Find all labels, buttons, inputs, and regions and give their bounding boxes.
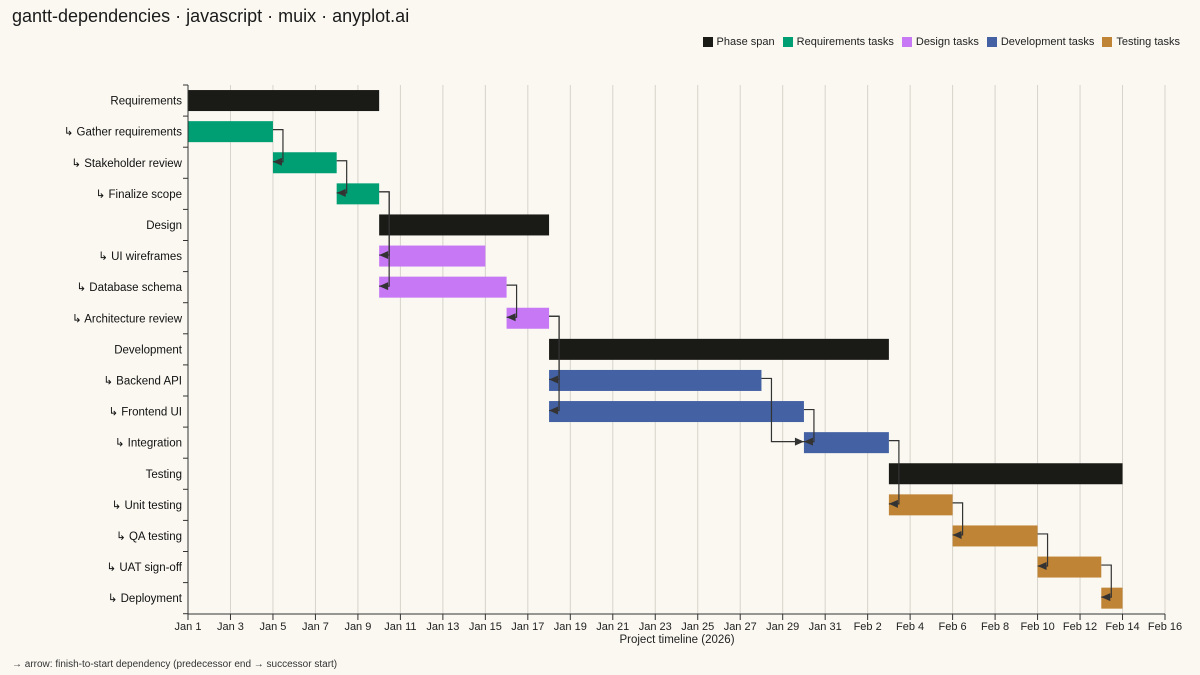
dependency-arrowhead <box>1037 562 1047 571</box>
task-bar <box>379 276 507 298</box>
legend-label: Testing tasks <box>1116 36 1180 48</box>
task-bar <box>1101 587 1123 609</box>
row-label: ↳ Unit testing <box>112 500 182 512</box>
x-tick-label: Feb 6 <box>939 621 967 633</box>
dependency-arrowhead <box>506 313 516 322</box>
legend-item-development[interactable]: Development tasks <box>986 36 1095 48</box>
x-tick-label: Feb 2 <box>854 621 882 633</box>
row-label: ↳ QA testing <box>116 531 182 543</box>
task-bar <box>379 245 486 267</box>
x-tick-label: Jan 25 <box>681 621 714 633</box>
x-tick-label: Feb 14 <box>1105 621 1139 633</box>
dependency-arrowhead <box>952 530 962 539</box>
dependency-line <box>379 191 390 287</box>
x-tick-label: Jan 9 <box>344 621 371 633</box>
chart-title: gantt-dependencies · javascript · muix ·… <box>12 6 410 26</box>
task-bar <box>549 401 804 423</box>
row-label: ↳ Stakeholder review <box>71 158 182 170</box>
task-bar <box>888 463 1123 485</box>
row-label: Testing <box>146 469 182 481</box>
task-bars <box>188 90 1123 609</box>
x-tick-label: Jan 7 <box>302 621 329 633</box>
row-label: ↳ Finalize scope <box>96 189 182 201</box>
dependency-arrowhead <box>803 437 813 446</box>
x-tick-label: Jan 1 <box>175 621 202 633</box>
dependency-arrowhead <box>272 157 282 166</box>
x-tick-label: Jan 13 <box>426 621 459 633</box>
task-bar <box>506 307 550 329</box>
dependency-arrowhead <box>379 282 389 291</box>
task-bar <box>952 525 1038 547</box>
x-tick-label: Feb 10 <box>1020 621 1054 633</box>
row-label: Requirements <box>110 96 182 108</box>
row-label: ↳ Frontend UI <box>108 407 182 419</box>
row-label: ↳ UI wireframes <box>98 251 182 263</box>
dependency-arrows <box>272 129 1112 602</box>
dependency-arrowhead <box>336 188 346 197</box>
legend-swatch <box>1102 37 1113 47</box>
legend-label: Development tasks <box>1000 36 1095 48</box>
x-tick-label: Jan 29 <box>766 621 799 633</box>
row-label: Development <box>114 344 183 356</box>
x-tick-label: Feb 4 <box>896 621 924 633</box>
x-tick-label: Feb 8 <box>981 621 1009 633</box>
legend-label: Requirements tasks <box>796 36 894 48</box>
legend-swatch <box>986 37 997 47</box>
legend-item-requirements[interactable]: Requirements tasks <box>782 36 894 48</box>
task-bar <box>888 494 953 516</box>
task-bar <box>188 121 273 143</box>
task-bar <box>272 152 337 174</box>
row-label: ↳ Integration <box>115 438 182 450</box>
x-tick-label: Jan 3 <box>217 621 244 633</box>
legend-swatch <box>702 37 713 47</box>
legend-swatch <box>901 37 912 47</box>
legend-item-phase-span[interactable]: Phase span <box>702 36 775 48</box>
task-bar <box>336 183 380 205</box>
task-bar <box>549 338 889 360</box>
row-label: ↳ Gather requirements <box>64 127 183 139</box>
dependency-arrowhead <box>549 406 559 415</box>
x-tick-label: Jan 15 <box>469 621 502 633</box>
x-tick-label: Jan 19 <box>554 621 587 633</box>
x-tick-label: Feb 16 <box>1148 621 1182 633</box>
x-tick-label: Jan 27 <box>724 621 757 633</box>
dependency-line <box>761 377 804 443</box>
dependency-arrowhead <box>549 375 559 384</box>
dependency-arrowhead <box>794 437 804 446</box>
task-bar <box>379 214 550 236</box>
legend-swatch <box>782 37 793 47</box>
x-tick-label: Jan 21 <box>596 621 629 633</box>
row-label: Design <box>146 220 182 232</box>
dependency-arrowhead <box>379 251 389 260</box>
dependency-arrowhead <box>888 499 898 508</box>
legend-label: Design tasks <box>915 36 979 48</box>
chart-legend: Phase span Requirements tasks Design tas… <box>702 36 1180 48</box>
x-axis-title: Project timeline (2026) <box>619 634 734 646</box>
task-bar <box>1037 556 1102 578</box>
x-tick-label: Jan 17 <box>511 621 544 633</box>
dependency-line <box>549 315 560 412</box>
dependency-arrowhead <box>1101 593 1111 602</box>
row-label: ↳ Deployment <box>108 593 183 605</box>
x-tick-label: Jan 23 <box>639 621 672 633</box>
x-tick-label: Jan 5 <box>259 621 286 633</box>
x-tick-label: Jan 11 <box>384 621 416 633</box>
footnote: → arrow: finish-to-start dependency (pre… <box>12 659 338 670</box>
legend-item-testing[interactable]: Testing tasks <box>1102 36 1180 48</box>
task-bar <box>549 369 762 391</box>
row-label: ↳ UAT sign-off <box>107 562 183 574</box>
x-tick-label: Feb 12 <box>1063 621 1097 633</box>
x-tick-label: Jan 31 <box>809 621 842 633</box>
legend-label: Phase span <box>716 36 775 48</box>
task-bar <box>188 90 380 112</box>
legend-item-design[interactable]: Design tasks <box>901 36 979 48</box>
row-label: ↳ Database schema <box>76 282 182 294</box>
task-bar <box>803 432 889 454</box>
row-label: ↳ Backend API <box>103 375 182 387</box>
row-label: ↳ Architecture review <box>72 313 183 325</box>
axes: Jan 1 Jan 3 Jan 5 Jan 7 Jan 9 Jan 11 Jan 13 Jan… <box>64 84 1182 633</box>
